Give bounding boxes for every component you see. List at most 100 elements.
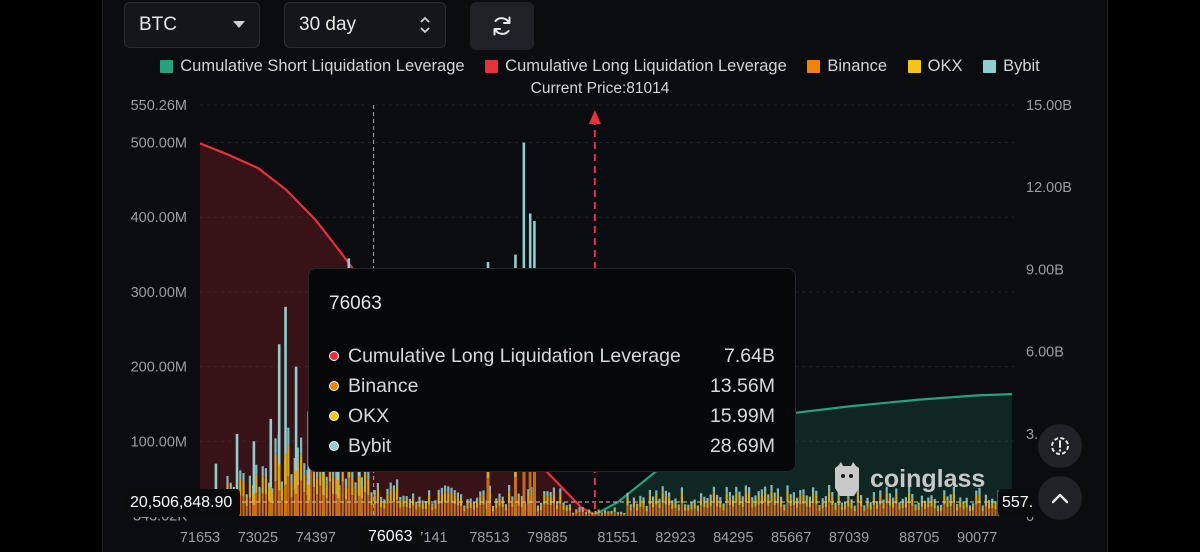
bybit-bar bbox=[284, 306, 287, 516]
okx-bar bbox=[760, 494, 763, 504]
binance-bar bbox=[847, 506, 850, 516]
binance-bar bbox=[469, 508, 472, 516]
okx-bar bbox=[242, 481, 245, 497]
tooltip-label: Cumulative Long Liquidation Leverage bbox=[348, 344, 681, 367]
okx-bar bbox=[453, 495, 456, 505]
bybit-bar bbox=[754, 495, 757, 500]
okx-bar bbox=[933, 502, 936, 509]
binance-bar bbox=[597, 513, 600, 516]
bybit-bar bbox=[824, 496, 827, 501]
binance-bar bbox=[287, 476, 290, 516]
bybit-bar bbox=[360, 477, 363, 486]
okx-bar bbox=[287, 445, 290, 477]
okx-bar bbox=[693, 502, 696, 509]
up-down-chevron-icon bbox=[420, 16, 430, 34]
okx-bar bbox=[936, 507, 939, 512]
okx-bar bbox=[565, 507, 568, 512]
legend-label: OKX bbox=[927, 57, 963, 75]
legend-item-short[interactable]: Cumulative Short Liquidation Leverage bbox=[160, 57, 465, 76]
refresh-button[interactable] bbox=[470, 2, 534, 50]
okx-bar bbox=[546, 496, 549, 505]
okx-bar bbox=[952, 492, 955, 503]
bybit-bar bbox=[728, 491, 731, 497]
chart-legend: Cumulative Short Liquidation Leverage Cu… bbox=[0, 57, 1200, 78]
binance-bar bbox=[508, 502, 511, 516]
bybit-bar bbox=[722, 503, 725, 507]
bybit-bar bbox=[472, 501, 475, 505]
okx-bar bbox=[520, 500, 523, 508]
okx-bar bbox=[325, 484, 328, 499]
okx-bar bbox=[658, 502, 661, 509]
okx-bar bbox=[335, 478, 338, 495]
bybit-bar bbox=[760, 489, 763, 495]
okx-bar bbox=[536, 507, 539, 512]
legend-item-bybit[interactable]: Bybit bbox=[983, 57, 1040, 76]
bybit-bar bbox=[504, 504, 507, 507]
binance-bar bbox=[303, 492, 306, 516]
binance-bar bbox=[799, 504, 802, 516]
legend-item-long[interactable]: Cumulative Long Liquidation Leverage bbox=[485, 57, 787, 76]
bybit-bar bbox=[719, 497, 722, 501]
okx-bar bbox=[981, 507, 984, 512]
okx-bar bbox=[920, 499, 923, 507]
okx-bar bbox=[940, 507, 943, 511]
okx-bar bbox=[991, 502, 994, 509]
okx-bar bbox=[840, 505, 843, 510]
y-left-tick-label: 550.26M bbox=[131, 98, 187, 114]
okx-bar bbox=[604, 511, 607, 514]
okx-bar bbox=[370, 497, 373, 506]
binance-bar bbox=[700, 505, 703, 516]
bybit-bar bbox=[936, 505, 939, 508]
bybit-bar bbox=[924, 500, 927, 504]
okx-bar bbox=[389, 489, 392, 501]
binance-bar bbox=[949, 506, 952, 516]
binance-bar bbox=[437, 504, 440, 516]
binance-bar bbox=[978, 503, 981, 516]
binance-bar bbox=[552, 503, 555, 516]
binance-bar bbox=[738, 505, 741, 516]
period-select[interactable]: 30 day bbox=[284, 2, 446, 48]
binance-bar bbox=[402, 506, 405, 516]
binance-bar bbox=[863, 511, 866, 516]
settings-button[interactable] bbox=[1038, 424, 1082, 468]
bybit-bar bbox=[565, 505, 568, 508]
binance-bar bbox=[680, 503, 683, 516]
bybit-bar bbox=[300, 437, 303, 454]
bybit-bar bbox=[485, 500, 488, 504]
legend-item-binance[interactable]: Binance bbox=[807, 57, 887, 76]
binance-bar bbox=[335, 494, 338, 516]
binance-bar bbox=[522, 459, 526, 516]
binance-bar bbox=[709, 506, 712, 516]
okx-bar bbox=[872, 496, 875, 506]
bybit-bar bbox=[978, 487, 981, 494]
okx-bar bbox=[367, 479, 370, 496]
bybit-bar bbox=[636, 503, 639, 507]
bybit-bar bbox=[620, 511, 623, 513]
okx-bar bbox=[495, 501, 498, 509]
okx-bar bbox=[757, 496, 760, 505]
okx-bar bbox=[472, 504, 475, 510]
scroll-top-button[interactable] bbox=[1038, 476, 1082, 520]
okx-bar bbox=[735, 492, 738, 503]
okx-bar bbox=[668, 497, 671, 506]
legend-item-okx[interactable]: OKX bbox=[907, 57, 963, 76]
tooltip-dot bbox=[329, 351, 339, 361]
bybit-bar bbox=[904, 497, 907, 501]
bybit-bar bbox=[572, 512, 575, 514]
bybit-bar bbox=[840, 502, 843, 506]
binance-bar bbox=[418, 507, 421, 516]
binance-bar bbox=[399, 507, 402, 516]
bybit-bar bbox=[757, 491, 760, 497]
binance-bar bbox=[463, 511, 466, 516]
bybit-bar bbox=[578, 507, 581, 510]
okx-bar bbox=[712, 492, 715, 503]
bybit-bar bbox=[888, 493, 891, 498]
okx-bar bbox=[360, 485, 363, 499]
binance-bar bbox=[626, 505, 629, 516]
bybit-bar bbox=[450, 487, 453, 494]
bybit-bar bbox=[911, 493, 914, 499]
binance-bar bbox=[252, 504, 256, 516]
okx-bar bbox=[719, 500, 722, 508]
coin-select[interactable]: BTC bbox=[124, 2, 260, 48]
binance-bar bbox=[447, 502, 450, 516]
